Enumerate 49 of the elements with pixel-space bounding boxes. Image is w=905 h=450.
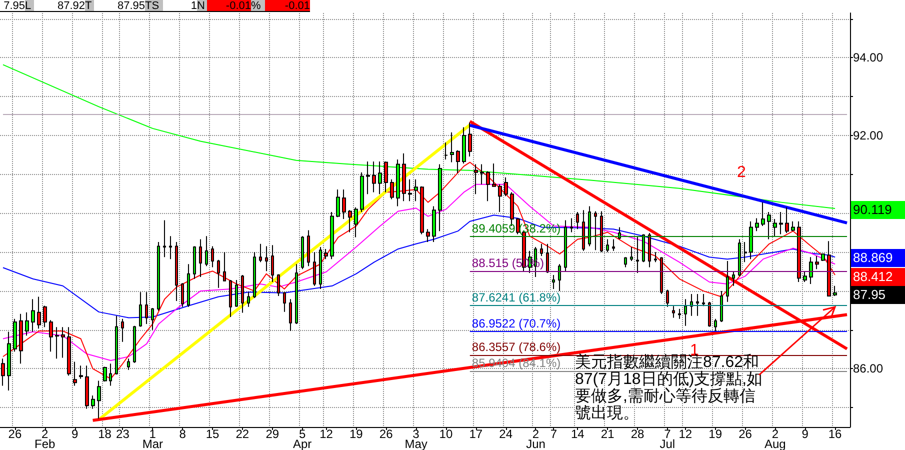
x-tick-label: 16 xyxy=(828,427,842,441)
text: N xyxy=(197,0,207,12)
x-tick-label: 17 xyxy=(469,427,483,441)
y-tick-label: 94.00 xyxy=(853,50,884,65)
x-tick-label: 8 xyxy=(179,427,186,441)
x-tick-label: 26 xyxy=(738,427,752,441)
x-tick-label: 18 xyxy=(98,427,112,441)
text: 87.92 xyxy=(34,0,85,12)
x-tick-label: 19 xyxy=(708,427,722,441)
text: 88.412 xyxy=(851,268,905,286)
x-tick-label: 9 xyxy=(71,427,78,441)
y-tick-label: 86.00 xyxy=(853,362,884,376)
x-tick-label: 21 xyxy=(600,427,615,441)
x-tick-label: 7 Jul xyxy=(660,427,676,450)
text: -0.01 xyxy=(207,0,251,12)
x-tick-label: 19 xyxy=(349,427,364,441)
x-tick-label: 14 xyxy=(570,427,585,441)
annotation: 2 xyxy=(737,164,746,181)
x-tick-label: 12 xyxy=(320,427,334,441)
ref-line-label: 86.9522 (70.7%) xyxy=(472,316,561,331)
text: L xyxy=(25,0,34,12)
text: 87.95 xyxy=(851,286,905,304)
text: TS xyxy=(145,0,163,12)
x-tick-label: 24 xyxy=(499,427,513,441)
text: 90.119 xyxy=(851,201,905,219)
x-tick-label: 10 xyxy=(439,427,453,441)
x-tick-label: 23 xyxy=(116,427,130,441)
x-tick-label: 15 xyxy=(206,427,220,441)
text: T xyxy=(85,0,94,12)
x-tick-label: 2 Feb xyxy=(34,427,56,450)
x-tick-label: 29 xyxy=(266,427,280,441)
x-tick-label: 2 Jun xyxy=(526,427,546,450)
x-tick-label: 26 xyxy=(8,427,22,441)
text: 7.95 xyxy=(0,0,25,12)
ref-line-label: 86.3557 (78.6%) xyxy=(472,340,561,354)
x-tick-label: 1 Mar xyxy=(142,427,163,450)
y-tick-label: 92.00 xyxy=(853,128,884,142)
ref-line-label: 87.6241 (61.8%) xyxy=(472,290,561,305)
x-tick-label: 22 xyxy=(236,427,250,441)
x-tick-label: 7 xyxy=(550,427,558,441)
text: -0.01 xyxy=(265,0,310,12)
text: 87.95 xyxy=(94,0,145,12)
x-tick-label: 26 xyxy=(379,427,394,441)
x-tick-label: 9 xyxy=(802,427,809,441)
text: % xyxy=(251,0,265,12)
x-tick-label: 12 xyxy=(678,427,692,441)
x-tick-label: 28 xyxy=(630,427,644,441)
text: 88.869 xyxy=(851,249,905,267)
text: 1 xyxy=(163,0,197,12)
